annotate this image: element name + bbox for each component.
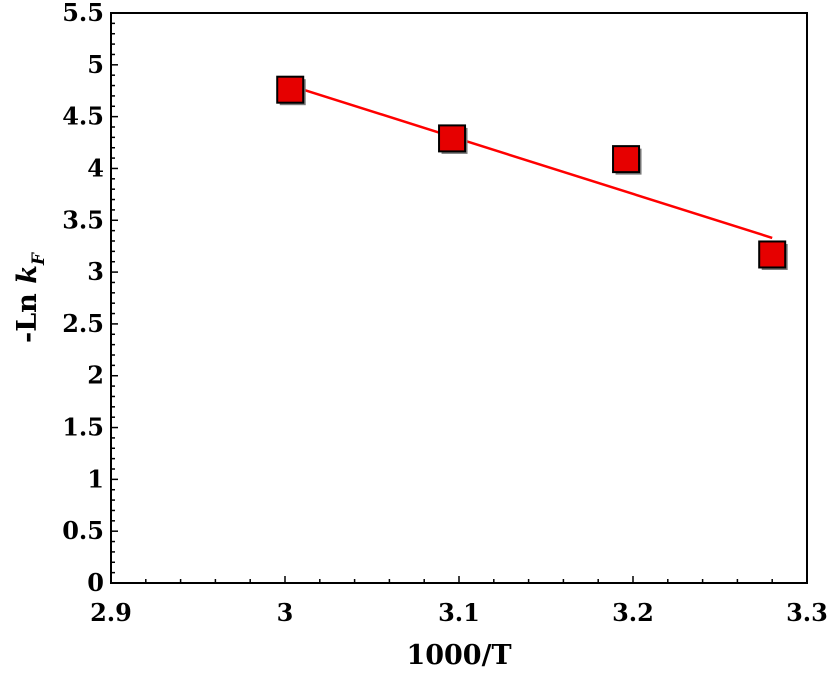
- data-point: [438, 124, 467, 153]
- y-tick-label: 2: [87, 361, 104, 390]
- plot-area-frame: [110, 12, 808, 584]
- x-tick-label: 3.3: [786, 598, 827, 627]
- y-axis-title: -Ln kF: [12, 251, 49, 343]
- x-axis-ticks: [145, 576, 773, 583]
- y-tick-label: 0.5: [62, 516, 104, 545]
- x-axis-tick-labels: 2.9 3 3.1 3.2 3.3: [90, 598, 827, 627]
- y-tick-label: 5: [87, 50, 104, 79]
- y-axis-title-subscript: F: [29, 251, 49, 266]
- data-point: [612, 145, 641, 174]
- y-tick-label: 3.5: [62, 205, 104, 234]
- y-tick-label: 4: [87, 153, 104, 182]
- y-axis-title-var: k: [12, 265, 43, 284]
- x-tick-label: 2.9: [90, 598, 132, 627]
- y-tick-label: 5.5: [62, 0, 104, 27]
- data-point: [758, 240, 787, 269]
- trendline-group: [289, 84, 773, 240]
- y-axis-title-prefix: -Ln: [12, 284, 43, 343]
- y-tick-label: 2.5: [62, 309, 104, 338]
- y-tick-label: 3: [87, 257, 104, 286]
- x-tick-label: 3.2: [612, 598, 654, 627]
- y-tick-label: 0: [87, 568, 104, 597]
- y-axis-ticks: [111, 22, 118, 574]
- y-tick-label: 4.5: [62, 102, 104, 131]
- x-tick-label: 3.1: [438, 598, 480, 627]
- data-point: [276, 75, 305, 104]
- y-tick-label: 1: [87, 464, 104, 493]
- x-axis-title: 1000/T: [406, 640, 511, 671]
- data-points: [276, 75, 788, 270]
- trendline: [289, 84, 773, 240]
- y-tick-label: 1.5: [62, 413, 104, 442]
- y-axis-tick-labels: 0 0.5 1 1.5 2 2.5 3 3.5 4 4.5 5 5.5: [62, 0, 104, 597]
- x-tick-label: 3: [277, 598, 294, 627]
